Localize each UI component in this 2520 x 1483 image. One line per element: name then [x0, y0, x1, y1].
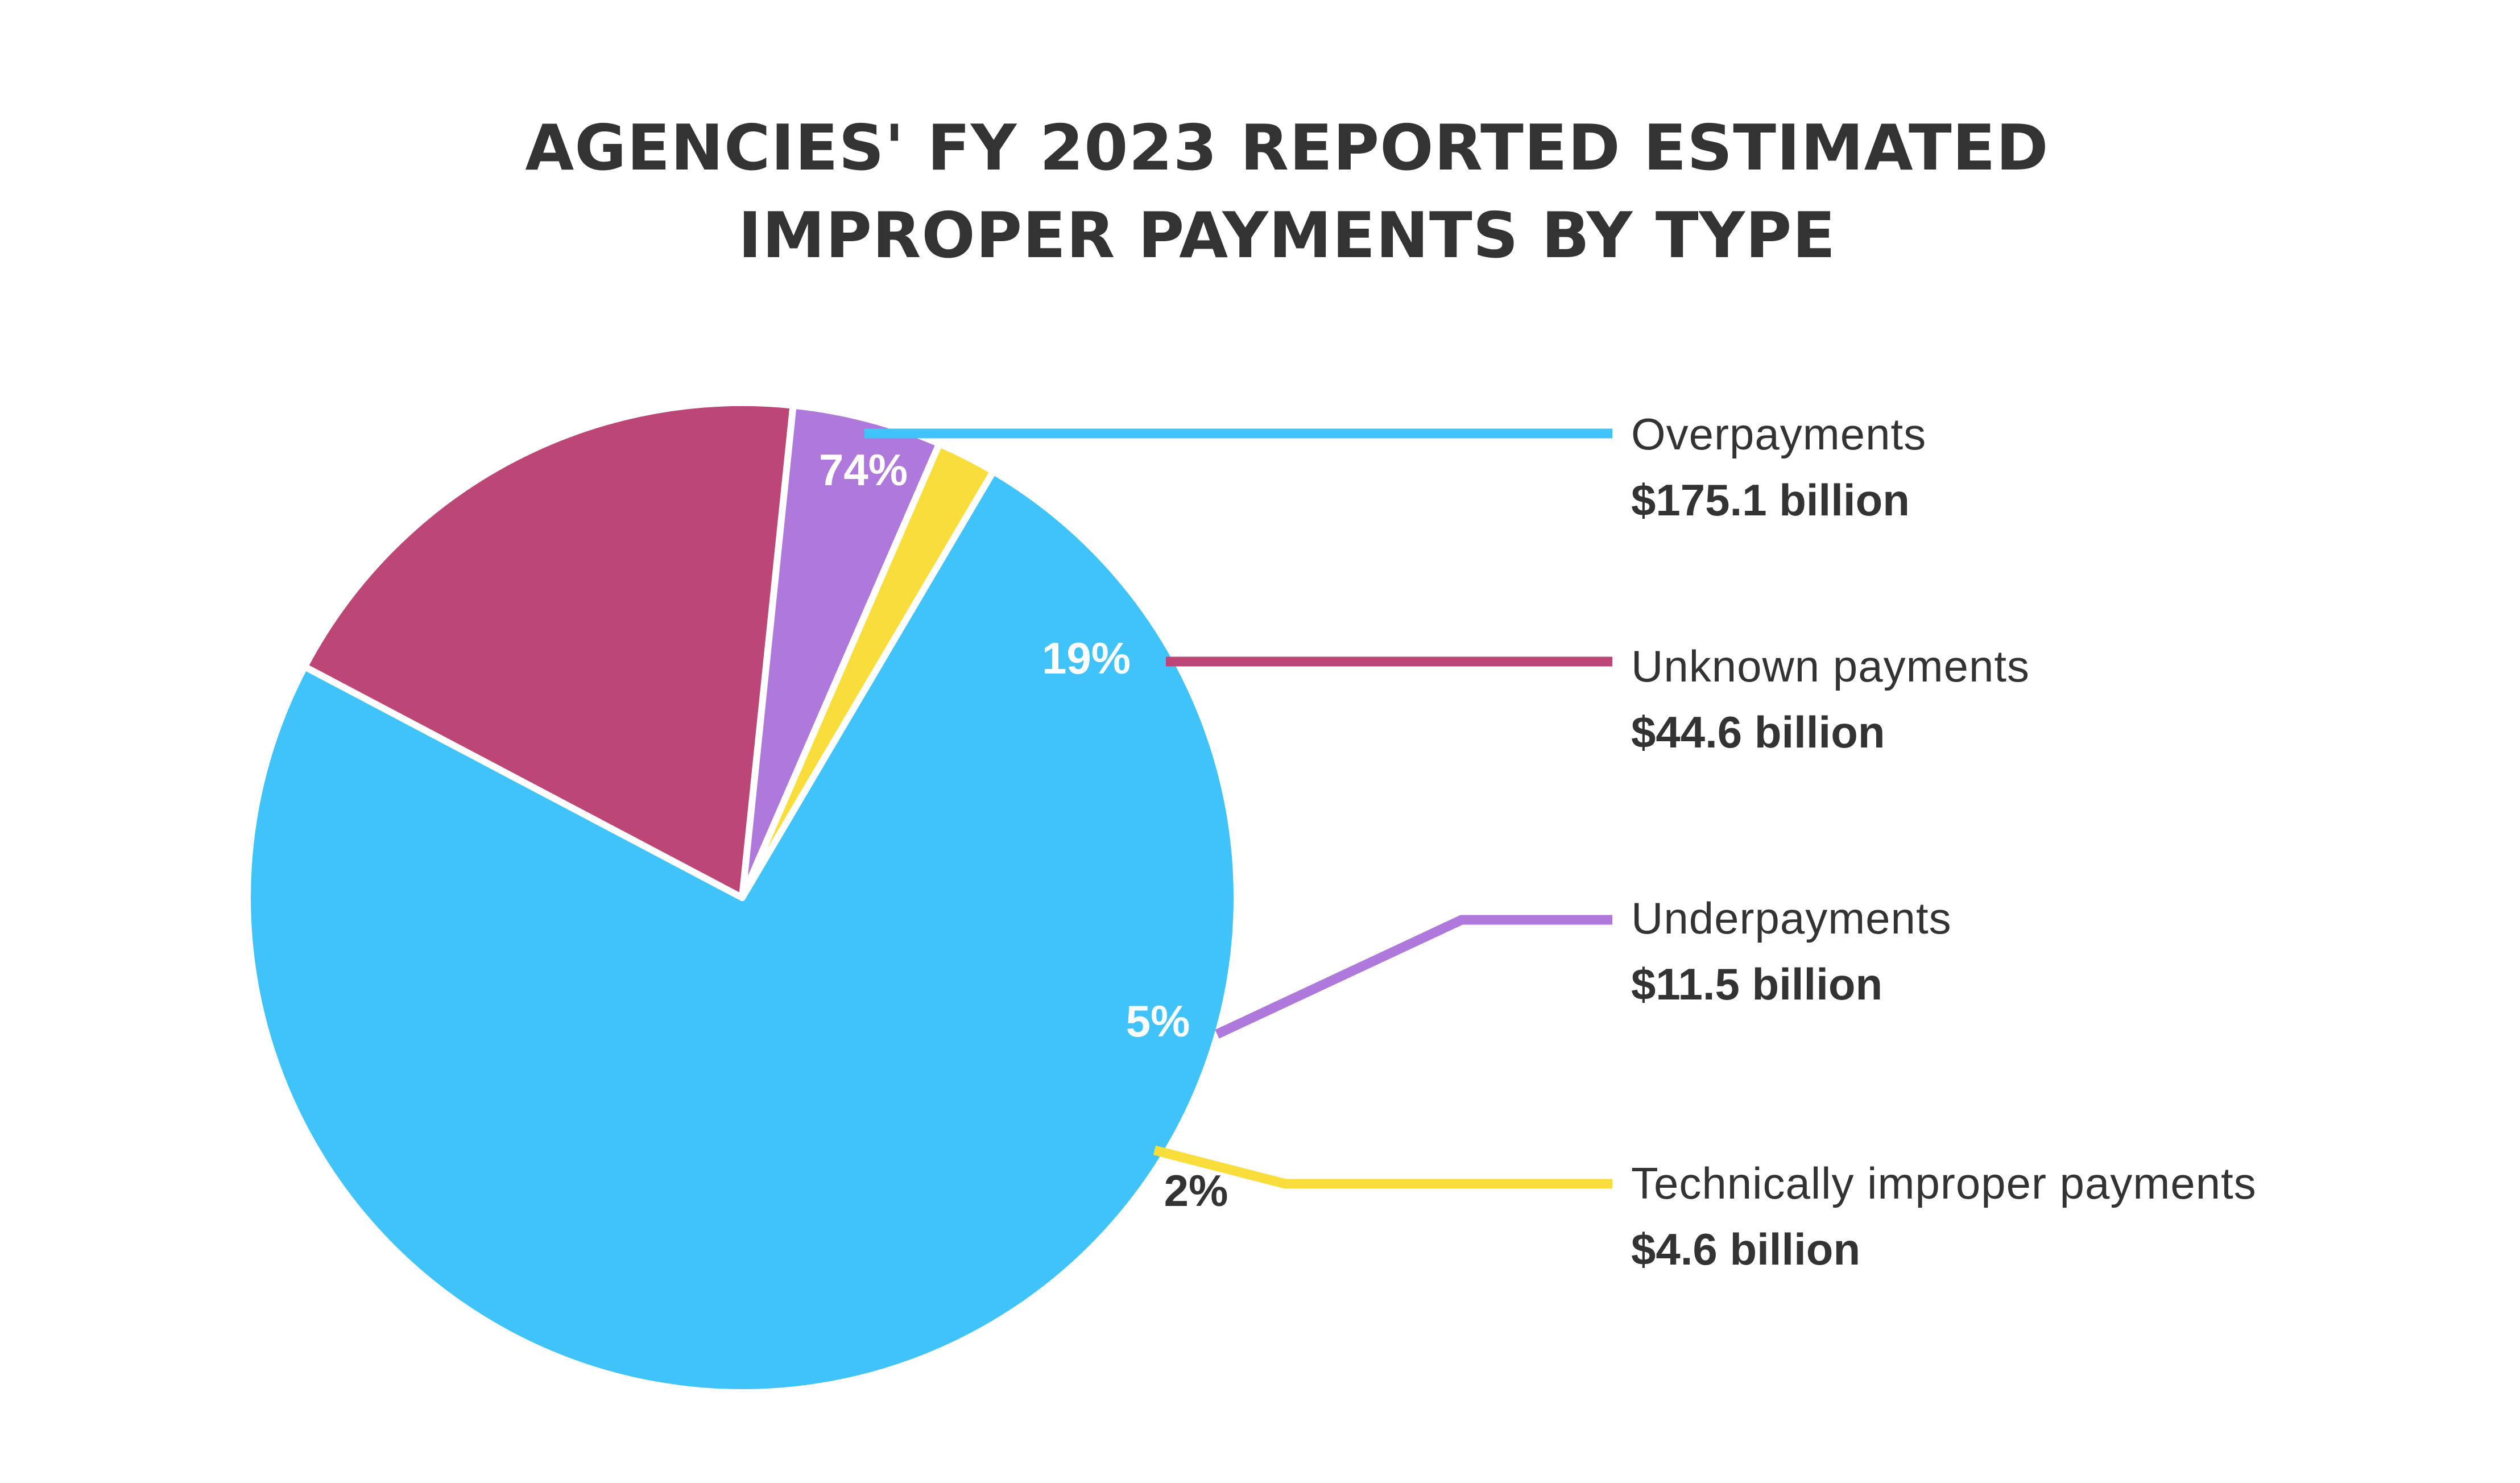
legend-value-technically-improper-payments: $4.6 billion [1631, 1224, 1860, 1274]
pie-slice-unknown-payments [301, 399, 797, 901]
leader-line-technically-improper-payments [1153, 1145, 1612, 1189]
pie-slice-overpayments [244, 468, 1241, 1396]
legend-value-overpayments: $175.1 billion [1631, 475, 1910, 525]
legend-value-unknown-payments: $44.6 billion [1631, 707, 1885, 757]
leader-line-underpayments [1215, 915, 1612, 1039]
legend-name-unknown-payments: Unknown payments [1631, 641, 2030, 691]
legend-name-technically-improper-payments: Technically improper payments [1631, 1158, 2257, 1208]
chart-title-line-1: AGENCIES' FY 2023 REPORTED ESTIMATED [525, 111, 2049, 185]
slice-percent-label-technically-improper-payments: 2% [1164, 1166, 1228, 1216]
legend-value-underpayments: $11.5 billion [1631, 959, 1882, 1009]
leader-lines [864, 428, 1612, 1189]
slice-percent-label-unknown-payments: 19% [1042, 633, 1131, 683]
pie-slices [244, 399, 1241, 1396]
pie-slice-underpayments [739, 402, 943, 901]
chart-title-line-2: IMPROPER PAYMENTS BY TYPE [738, 199, 1836, 272]
legend: Overpayments $175.1 billion Unknown paymen… [1631, 409, 2257, 1274]
slice-percent-label-overpayments: 74% [819, 445, 908, 495]
pie-slice-technically-improper-payments [739, 440, 997, 901]
slice-labels: 74% 19% 5% 2% [819, 445, 1228, 1216]
legend-name-underpayments: Underpayments [1631, 893, 1952, 943]
slice-percent-label-underpayments: 5% [1126, 996, 1190, 1046]
legend-name-overpayments: Overpayments [1631, 409, 1926, 459]
